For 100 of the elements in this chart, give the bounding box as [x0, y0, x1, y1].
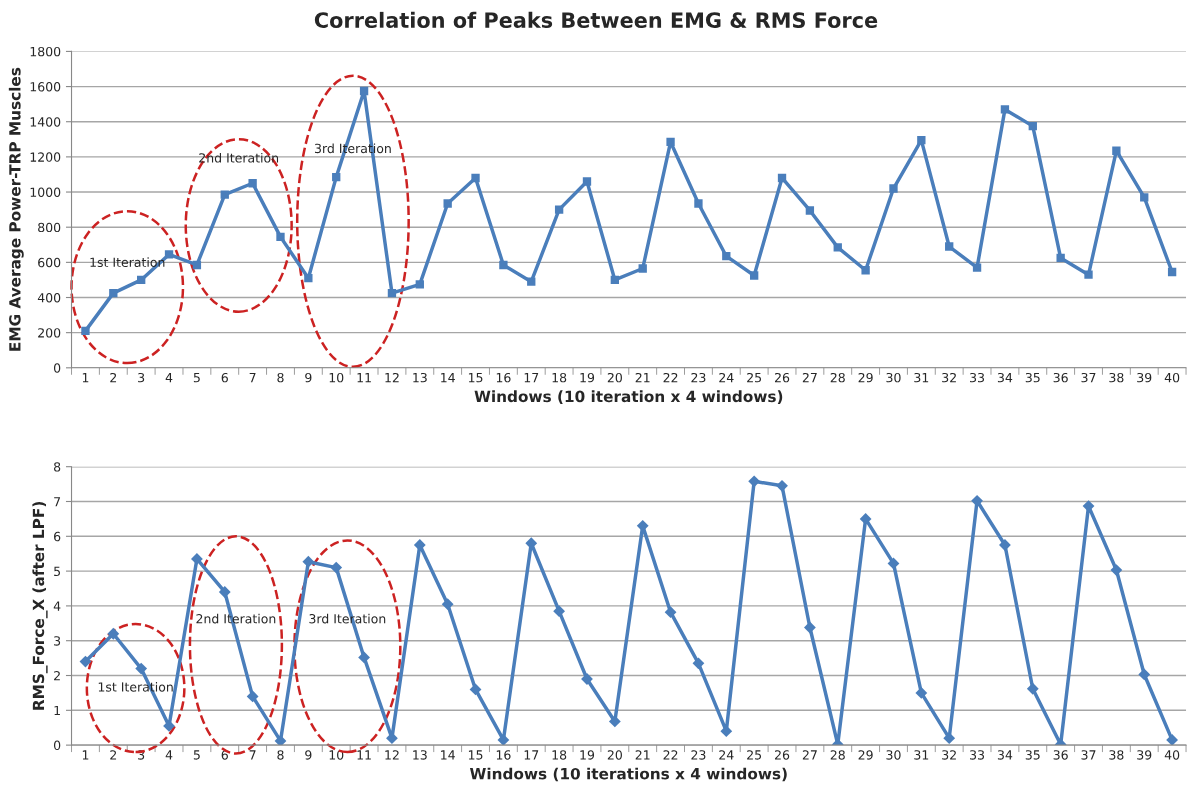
point: [164, 250, 174, 259]
point: [1028, 121, 1037, 131]
point: [582, 177, 592, 186]
y-tick-label: 3: [54, 636, 61, 646]
annotation: 2nd Iteration: [199, 152, 279, 163]
point: [220, 190, 229, 199]
x-tick-label: 35: [1025, 372, 1040, 383]
x-tick-label: 14: [441, 750, 455, 760]
point: [246, 690, 259, 703]
point: [638, 264, 647, 273]
y-tick-label: 7: [54, 497, 61, 507]
x-tick-label: 16: [496, 750, 511, 760]
x-tick-label: 1: [82, 373, 89, 383]
point: [276, 232, 285, 242]
x-tick-label: 16: [496, 372, 511, 383]
point: [302, 555, 315, 568]
point: [192, 260, 202, 270]
point: [694, 199, 703, 208]
point: [218, 586, 231, 598]
x-tick-label: 17: [524, 373, 539, 383]
y-tick-label: 2: [54, 670, 60, 681]
x-tick-label: 20: [607, 750, 622, 760]
x-axis-title: Windows (10 iteration x 4 windows): [474, 390, 783, 404]
y-axis-title: EMG Average Power-TRP Muscles: [8, 67, 24, 351]
x-tick-label: 5: [193, 373, 200, 383]
point: [471, 173, 480, 183]
x-tick-label: 28: [830, 750, 845, 760]
x-tick-label: 8: [277, 750, 284, 760]
point: [304, 274, 313, 283]
x-tick-label: 26: [774, 750, 790, 760]
x-tick-label: 8: [277, 372, 284, 383]
x-tick-label: 14: [441, 373, 455, 383]
x-tick-label: 22: [663, 750, 678, 760]
point: [1026, 682, 1039, 695]
x-tick-label: 32: [942, 372, 956, 383]
point: [664, 606, 677, 619]
x-tick-label: 11: [357, 373, 371, 383]
point: [79, 655, 92, 668]
x-tick-label: 25: [747, 750, 762, 760]
y-tick-label: 200: [38, 328, 61, 338]
point: [109, 288, 118, 298]
x-tick-label: 5: [193, 750, 200, 760]
point: [722, 252, 731, 261]
y-tick-label: 6: [54, 531, 61, 542]
x-tick-label: 38: [1109, 372, 1124, 383]
point: [777, 173, 787, 183]
y-tick-label: 0: [53, 363, 61, 373]
point: [527, 277, 536, 286]
point: [441, 598, 454, 611]
point: [915, 687, 928, 699]
x-tick-label: 19: [580, 372, 595, 383]
point: [1166, 734, 1178, 746]
y-tick-label: 800: [38, 222, 61, 233]
y-tick-label: 0: [53, 740, 61, 751]
point: [359, 86, 369, 96]
chart-title: Correlation of Peaks Between EMG & RMS Force: [314, 11, 878, 28]
x-tick-label: 18: [552, 750, 567, 760]
x-tick-label: 9: [305, 372, 312, 383]
point: [358, 651, 370, 664]
point: [666, 137, 675, 147]
x-tick-label: 12: [385, 750, 399, 760]
x-tick-label: 28: [830, 372, 845, 383]
point: [387, 288, 397, 298]
x-tick-label: 33: [970, 372, 985, 383]
x-tick-label: 15: [468, 373, 483, 383]
point: [499, 260, 508, 270]
x-tick-label: 7: [249, 750, 256, 760]
point: [135, 662, 148, 675]
point: [554, 205, 564, 214]
x-tick-label: 13: [413, 750, 427, 760]
x-tick-label: 36: [1053, 372, 1068, 383]
point: [443, 199, 452, 208]
x-tick-label: 21: [635, 750, 650, 760]
x-tick-label: 31: [914, 750, 929, 760]
x-tick-label: 7: [249, 373, 256, 383]
point: [330, 561, 343, 574]
y-tick-label: 1800: [30, 46, 61, 57]
x-tick-label: 27: [802, 372, 817, 383]
y-tick-label: 5: [54, 566, 61, 577]
x-tick-label: 1: [82, 750, 89, 760]
point: [861, 266, 870, 275]
point: [917, 136, 926, 145]
x-tick-label: 29: [858, 750, 873, 760]
point: [889, 184, 898, 193]
x-tick-label: 3: [138, 372, 145, 383]
x-tick-label: 40: [1164, 750, 1180, 760]
y-tick-label: 600: [38, 257, 61, 268]
y-tick-label: 8: [54, 462, 61, 472]
point: [1140, 193, 1149, 202]
x-tick-label: 13: [413, 372, 427, 383]
point: [415, 280, 424, 289]
x-tick-label: 12: [385, 372, 399, 383]
x-tick-label: 38: [1109, 750, 1124, 760]
x-tick-label: 29: [858, 372, 873, 383]
x-tick-label: 32: [942, 750, 956, 760]
x-tick-label: 11: [357, 750, 371, 760]
x-tick-label: 4: [165, 373, 173, 383]
point: [274, 735, 287, 746]
point: [1000, 105, 1010, 114]
x-tick-label: 2: [110, 372, 117, 383]
